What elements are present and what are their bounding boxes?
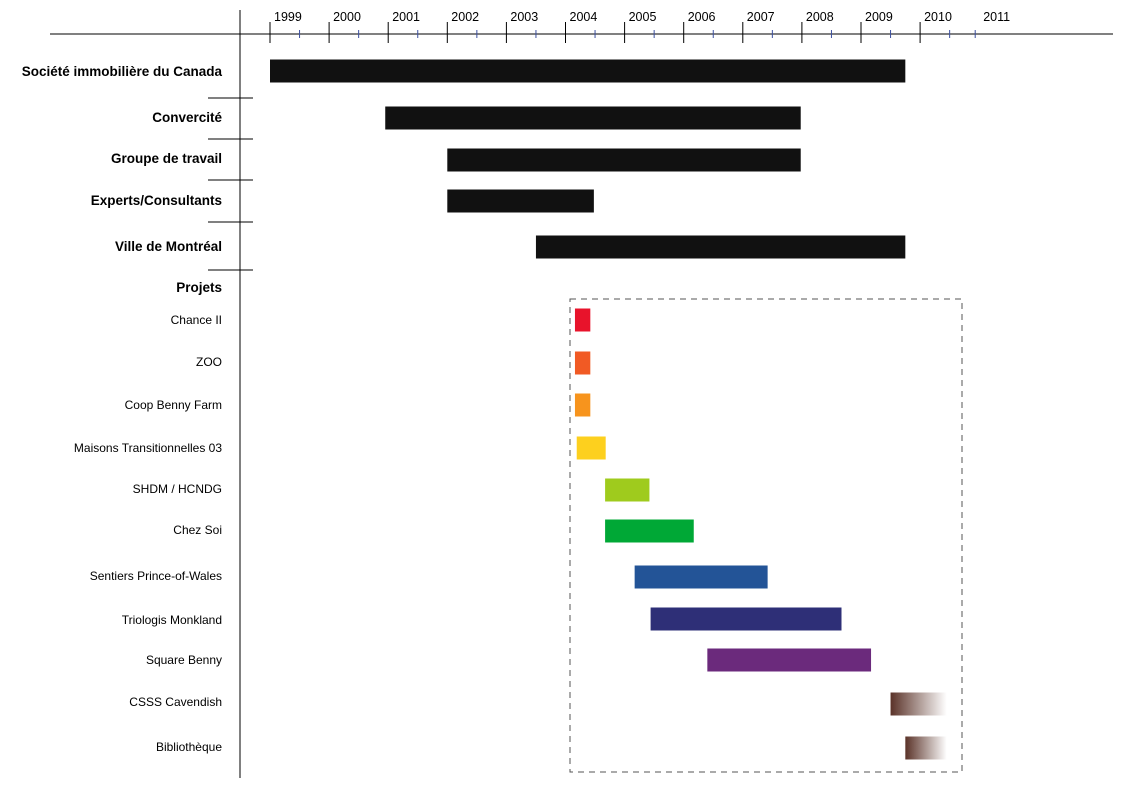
project-bar bbox=[634, 565, 768, 589]
project-bar bbox=[605, 519, 694, 543]
organization-bar bbox=[385, 106, 801, 130]
year-tick-label: 1999 bbox=[274, 10, 302, 24]
project-label: Maisons Transitionnelles 03 bbox=[74, 441, 222, 455]
organization-label: Experts/Consultants bbox=[91, 193, 222, 208]
project-label: Triologis Monkland bbox=[122, 613, 222, 627]
year-tick-label: 2007 bbox=[747, 10, 775, 24]
project-label: Coop Benny Farm bbox=[125, 398, 222, 412]
project-bar bbox=[890, 692, 947, 716]
project-label: SHDM / HCNDG bbox=[133, 482, 222, 496]
project-label: Sentiers Prince-of-Wales bbox=[90, 569, 222, 583]
project-label: Chez Soi bbox=[173, 523, 222, 537]
organization-bar bbox=[535, 235, 906, 259]
project-label: Bibliothèque bbox=[156, 740, 222, 754]
projects-dashed-frame bbox=[569, 298, 963, 773]
organization-bar bbox=[447, 148, 801, 172]
organization-label: Groupe de travail bbox=[111, 151, 222, 166]
organization-bar bbox=[270, 59, 906, 83]
year-tick-label: 2009 bbox=[865, 10, 893, 24]
organizations-group: Société immobilière du Canada Convercité G… bbox=[22, 59, 906, 271]
projects-header: Projets bbox=[176, 280, 222, 295]
year-tick-label: 2006 bbox=[688, 10, 716, 24]
organization-label: Société immobilière du Canada bbox=[22, 64, 223, 79]
project-bar bbox=[650, 607, 842, 631]
organization-bar bbox=[447, 189, 594, 213]
project-label: Chance II bbox=[171, 313, 222, 327]
project-label: ZOO bbox=[196, 355, 222, 369]
year-tick-label: 2008 bbox=[806, 10, 834, 24]
year-tick-label: 2010 bbox=[924, 10, 952, 24]
project-bar bbox=[905, 736, 947, 760]
year-tick-label: 2000 bbox=[333, 10, 361, 24]
year-tick-label: 2011 bbox=[983, 10, 1010, 24]
project-label: CSSS Cavendish bbox=[129, 695, 222, 709]
project-bar bbox=[576, 436, 606, 460]
project-label: Square Benny bbox=[146, 653, 222, 667]
year-tick-label: 2001 bbox=[392, 10, 420, 24]
timeline-axis: 1999 2000 2001 2002 2003 2004 2005 2006 2007 2008… bbox=[50, 10, 1113, 778]
organization-label: Convercité bbox=[152, 110, 222, 125]
organization-label: Ville de Montréal bbox=[115, 239, 222, 254]
project-bar bbox=[574, 393, 591, 417]
year-tick-label: 2002 bbox=[451, 10, 479, 24]
projects-group: Projets Chance II ZOO Coop Benny Farm Maison… bbox=[74, 280, 963, 773]
project-bar bbox=[707, 648, 872, 672]
project-bar bbox=[574, 351, 591, 375]
year-tick-label: 2003 bbox=[510, 10, 538, 24]
year-tick-label: 2005 bbox=[629, 10, 657, 24]
year-tick-label: 2004 bbox=[570, 10, 598, 24]
project-bar bbox=[605, 478, 650, 502]
project-bar bbox=[574, 308, 591, 332]
